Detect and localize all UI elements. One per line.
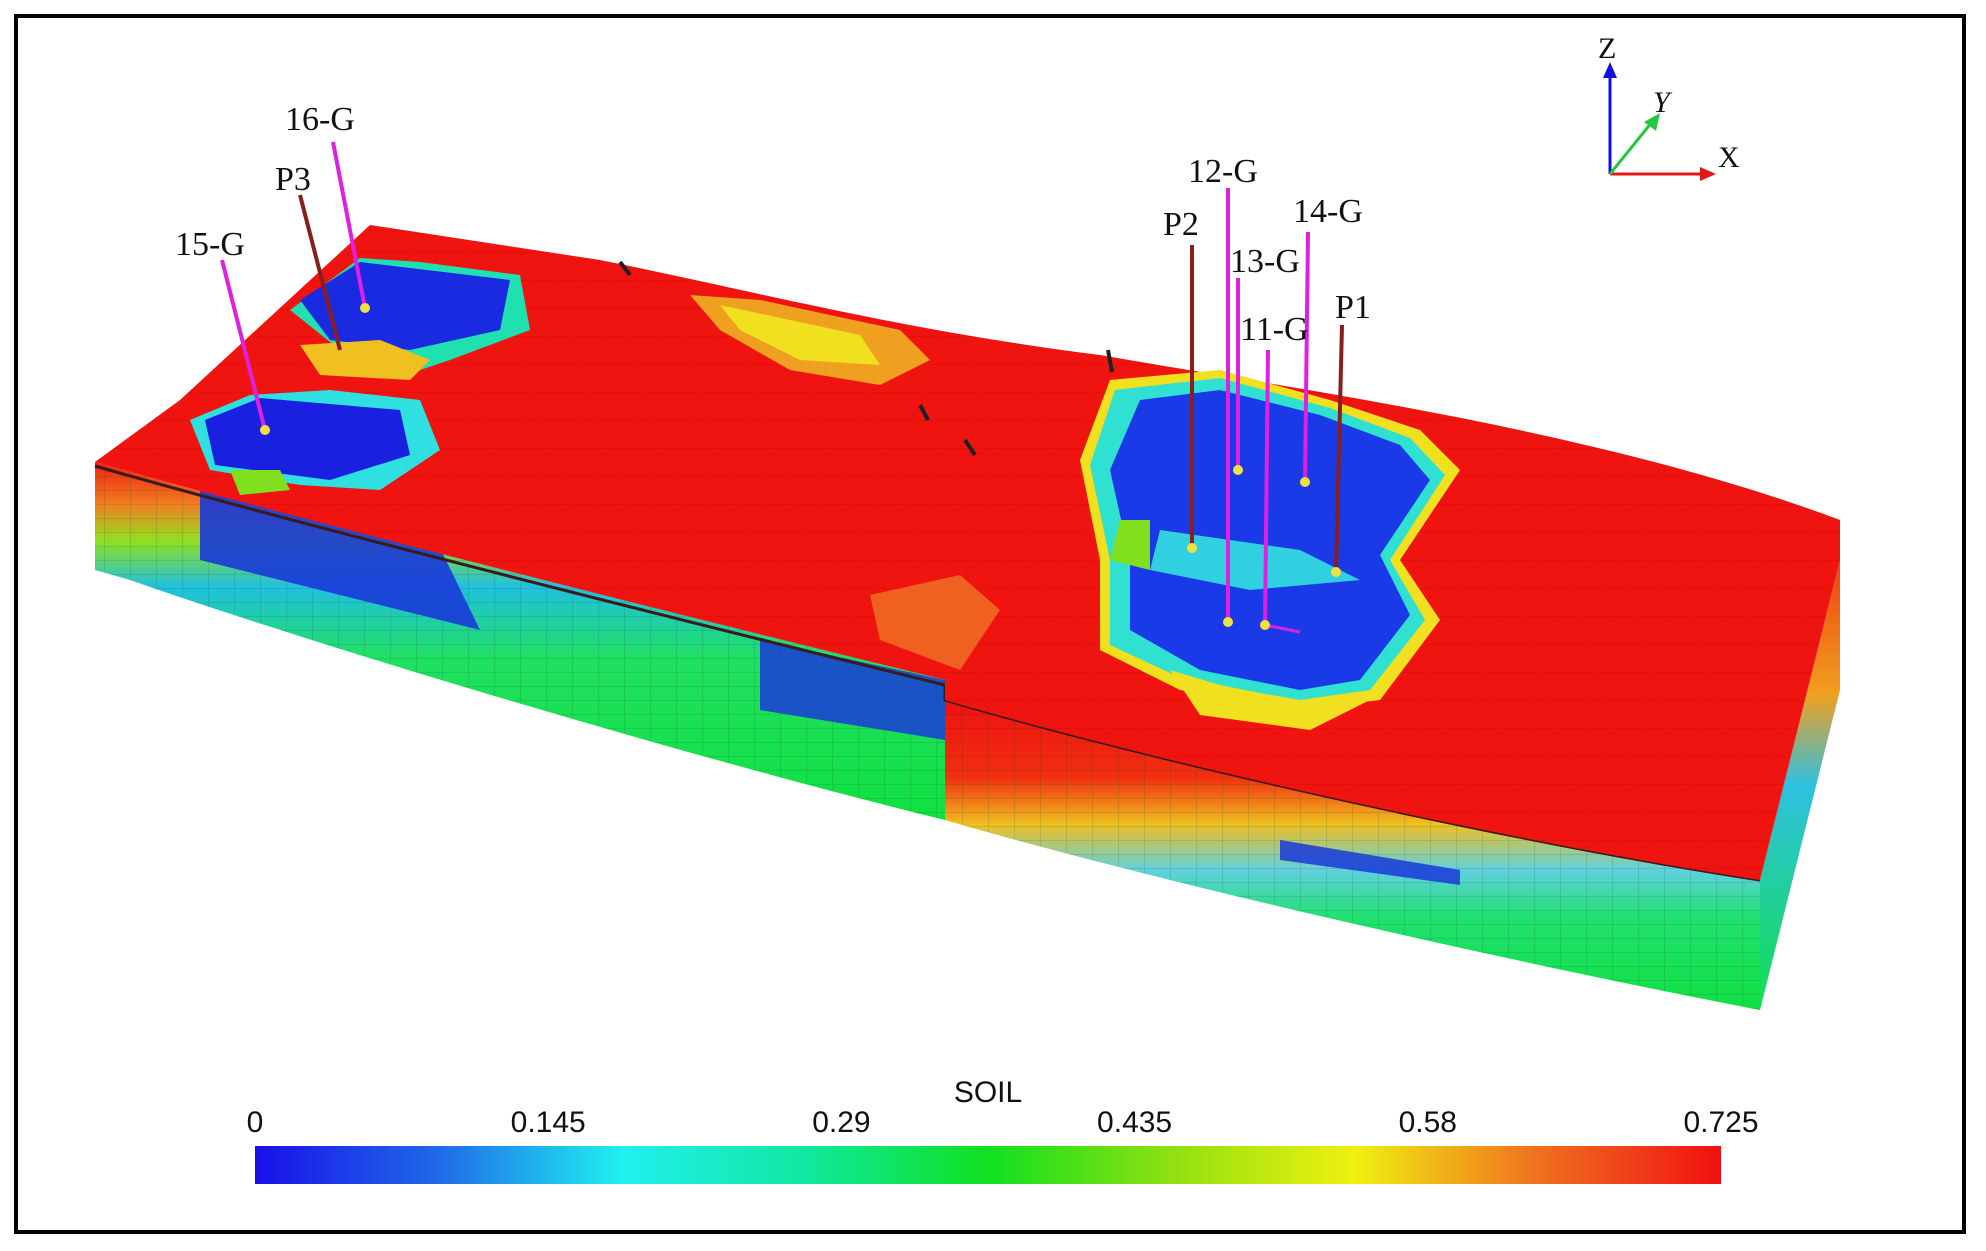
well-14-G-marker (1300, 477, 1310, 487)
fault-step-1 (618, 260, 632, 277)
colorbar-tick-label: 0.58 (1399, 1106, 1457, 1139)
well-P2-marker (1187, 543, 1197, 553)
well-14-G: 14-G (1293, 193, 1363, 487)
colorbar-tick-label: 0.435 (1097, 1106, 1172, 1139)
well-label-14-G: 14-G (1293, 193, 1363, 230)
well-13-G: 13-G (1230, 243, 1300, 475)
well-P1: P1 (1331, 289, 1371, 577)
well-P1-marker (1331, 567, 1341, 577)
swept-zone-left (190, 258, 530, 495)
colorbar-tick-label: 0.145 (511, 1106, 586, 1139)
well-label-12-G: 12-G (1188, 153, 1258, 190)
well-16-G: 16-G (285, 101, 370, 313)
well-label-13-G: 13-G (1230, 243, 1300, 280)
warm-patch-middle (690, 295, 1000, 670)
well-15-G-marker (260, 425, 270, 435)
well-label-15-G: 15-G (175, 226, 245, 263)
block-top-surface (95, 225, 1840, 880)
well-15-G: 15-G (175, 226, 270, 435)
fault-step-3 (918, 404, 930, 421)
well-label-P1: P1 (1335, 289, 1371, 326)
orientation-axes: Z Y X (1598, 32, 1740, 181)
well-P2: P2 (1163, 206, 1199, 553)
well-label-P3: P3 (275, 161, 311, 198)
well-trajectories: 16-G P3 15-G 12-G 14-G P2 1 (175, 101, 1371, 634)
well-11-G: 11-G (1240, 311, 1309, 634)
colorbar: SOIL 0 0.145 0.29 0.435 0.58 0.725 (247, 1076, 1759, 1184)
well-label-P2: P2 (1163, 206, 1199, 243)
well-11-G-marker (1260, 620, 1270, 630)
axis-label-x: X (1718, 141, 1740, 174)
end-face (1760, 560, 1840, 1010)
well-12-G: 12-G (1188, 153, 1258, 627)
axis-label-y: Y (1653, 86, 1673, 119)
well-16-G-marker (360, 303, 370, 313)
well-label-11-G: 11-G (1240, 311, 1309, 348)
colorbar-tick-label: 0.725 (1683, 1106, 1758, 1139)
colorbar-gradient (255, 1146, 1721, 1184)
block-side-faces (94, 462, 1840, 1010)
colorbar-tick-label: 0 (247, 1106, 264, 1139)
blue-zone-right (1280, 840, 1460, 885)
well-P3: P3 (275, 161, 342, 351)
well-label-16-G: 16-G (285, 101, 355, 138)
well-13-G-marker (1233, 465, 1243, 475)
fault-step-4 (963, 438, 977, 457)
fault-step-2 (1106, 349, 1114, 373)
axis-label-z: Z (1598, 32, 1616, 65)
colorbar-tick-label: 0.29 (812, 1106, 870, 1139)
well-12-G-marker (1223, 617, 1233, 627)
blue-zone-left (200, 478, 480, 630)
colorbar-title: SOIL (954, 1076, 1022, 1109)
blue-zone-mid (760, 640, 945, 740)
